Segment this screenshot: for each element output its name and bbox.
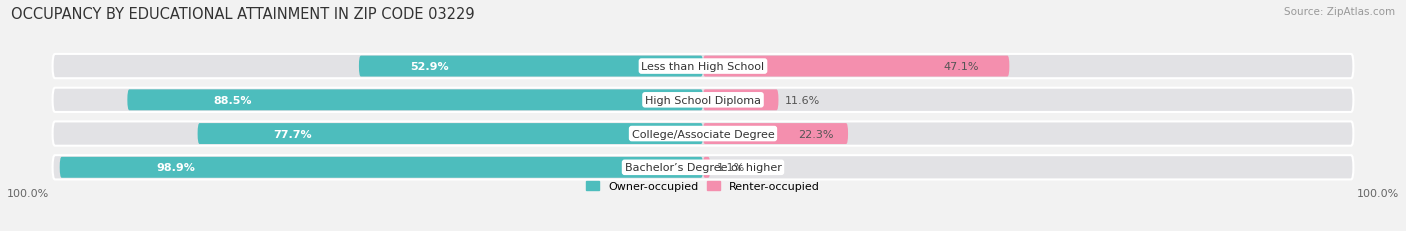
Text: 100.0%: 100.0% bbox=[7, 188, 49, 198]
FancyBboxPatch shape bbox=[703, 56, 1010, 77]
Text: 100.0%: 100.0% bbox=[1357, 188, 1399, 198]
Legend: Owner-occupied, Renter-occupied: Owner-occupied, Renter-occupied bbox=[581, 176, 825, 196]
FancyBboxPatch shape bbox=[703, 157, 710, 178]
FancyBboxPatch shape bbox=[52, 88, 1354, 112]
Text: 1.1%: 1.1% bbox=[717, 163, 745, 173]
Text: 22.3%: 22.3% bbox=[799, 129, 834, 139]
FancyBboxPatch shape bbox=[59, 157, 703, 178]
Text: Source: ZipAtlas.com: Source: ZipAtlas.com bbox=[1284, 7, 1395, 17]
Text: 88.5%: 88.5% bbox=[214, 95, 252, 105]
Text: OCCUPANCY BY EDUCATIONAL ATTAINMENT IN ZIP CODE 03229: OCCUPANCY BY EDUCATIONAL ATTAINMENT IN Z… bbox=[11, 7, 475, 22]
Text: 52.9%: 52.9% bbox=[411, 62, 449, 72]
Text: 47.1%: 47.1% bbox=[943, 62, 979, 72]
FancyBboxPatch shape bbox=[52, 122, 1354, 146]
FancyBboxPatch shape bbox=[198, 124, 703, 144]
FancyBboxPatch shape bbox=[128, 90, 703, 111]
Text: 11.6%: 11.6% bbox=[785, 95, 820, 105]
Text: College/Associate Degree: College/Associate Degree bbox=[631, 129, 775, 139]
FancyBboxPatch shape bbox=[703, 124, 848, 144]
Text: 77.7%: 77.7% bbox=[273, 129, 312, 139]
FancyBboxPatch shape bbox=[703, 90, 779, 111]
Text: 98.9%: 98.9% bbox=[156, 163, 195, 173]
Text: Less than High School: Less than High School bbox=[641, 62, 765, 72]
FancyBboxPatch shape bbox=[359, 56, 703, 77]
Text: Bachelor’s Degree or higher: Bachelor’s Degree or higher bbox=[624, 163, 782, 173]
FancyBboxPatch shape bbox=[52, 155, 1354, 180]
FancyBboxPatch shape bbox=[52, 55, 1354, 79]
Text: High School Diploma: High School Diploma bbox=[645, 95, 761, 105]
